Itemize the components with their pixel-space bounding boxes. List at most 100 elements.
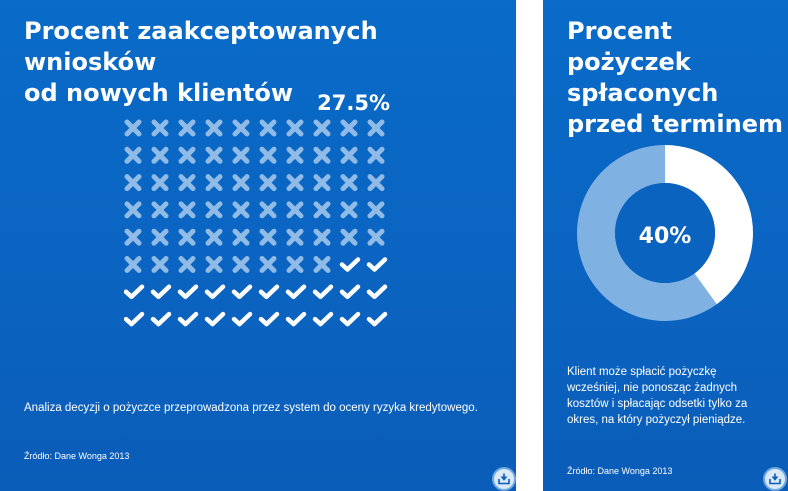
cross-icon xyxy=(205,146,223,164)
cross-icon xyxy=(313,228,331,246)
donut-slice-other xyxy=(577,145,717,321)
percent-label: 27.5% xyxy=(317,91,390,115)
cross-icon xyxy=(178,201,196,219)
check-icon xyxy=(339,311,361,327)
cross-icon xyxy=(340,228,358,246)
check-icon xyxy=(177,284,199,300)
cross-icon xyxy=(151,174,169,192)
check-icon xyxy=(339,257,361,272)
cross-icon xyxy=(232,256,250,273)
cross-icon xyxy=(205,228,223,246)
check-icon xyxy=(312,284,334,300)
check-icon xyxy=(177,311,199,327)
cross-icon xyxy=(124,201,142,219)
panel-title: Procent pożyczek spłaconych przed termin… xyxy=(567,16,787,140)
accepted-applications-panel: Procent zaakceptowanych wniosków od nowy… xyxy=(0,0,516,491)
cross-icon xyxy=(340,146,358,164)
cross-icon xyxy=(178,228,196,246)
cross-icon xyxy=(151,228,169,246)
cross-icon xyxy=(367,146,385,164)
cross-icon xyxy=(367,228,385,246)
cross-icon xyxy=(259,146,277,164)
cross-icon xyxy=(178,174,196,192)
cross-icon xyxy=(124,119,142,137)
cross-icon xyxy=(232,228,250,246)
cross-icon xyxy=(151,146,169,164)
donut-chart: 40% xyxy=(577,145,753,321)
cross-icon xyxy=(232,146,250,164)
check-icon xyxy=(124,311,145,327)
source-note: Źródło: Dane Wonga 2013 xyxy=(567,466,673,476)
cross-icon xyxy=(178,146,196,164)
cross-icon xyxy=(232,174,250,192)
cross-icon xyxy=(340,174,358,192)
cross-icon xyxy=(124,174,142,192)
chart-caption: Analiza decyzji o pożyczce przeprowadzon… xyxy=(24,402,478,414)
title-line: Procent zaakceptowanych wniosków xyxy=(24,17,378,76)
check-icon xyxy=(150,284,172,300)
check-icon xyxy=(312,311,334,327)
cross-icon xyxy=(205,256,223,273)
chart-caption: Klient może spłacić pożyczkę wcześniej, … xyxy=(567,366,748,426)
donut-slice-early-repaid xyxy=(665,145,753,305)
cross-icon xyxy=(313,146,331,164)
cross-icon xyxy=(313,119,331,137)
check-icon xyxy=(366,257,388,272)
cross-icon xyxy=(367,174,385,192)
cross-icon xyxy=(313,201,331,219)
check-icon xyxy=(258,311,280,327)
cross-icon xyxy=(205,174,223,192)
check-icon xyxy=(285,284,307,300)
donut-center-label: 40% xyxy=(639,224,692,249)
check-icon xyxy=(231,311,253,327)
donut-hole xyxy=(615,183,715,283)
cross-icon xyxy=(259,228,277,246)
cross-icon xyxy=(340,201,358,219)
check-icon xyxy=(204,284,226,300)
cross-icon xyxy=(124,256,142,273)
download-button[interactable] xyxy=(492,467,516,491)
cross-icon xyxy=(286,119,304,137)
pictogram-grid xyxy=(124,119,388,327)
cross-icon xyxy=(286,146,304,164)
source-note: Źródło: Dane Wonga 2013 xyxy=(24,451,130,461)
title-line: spłaconych xyxy=(567,79,719,107)
cross-icon xyxy=(205,119,223,137)
cross-icon xyxy=(313,174,331,192)
check-icon xyxy=(258,284,280,300)
cross-icon xyxy=(259,201,277,219)
title-line: pożyczek xyxy=(567,48,691,76)
early-repayment-panel: Procent pożyczek spłaconych przed termin… xyxy=(543,0,788,491)
check-icon xyxy=(204,311,226,327)
cross-icon xyxy=(124,228,142,246)
download-tray-icon xyxy=(769,473,781,485)
cross-icon xyxy=(367,119,385,137)
cross-icon xyxy=(286,174,304,192)
cross-icon xyxy=(178,256,196,273)
title-line: od nowych klientów xyxy=(24,79,293,107)
panel-title: Procent zaakceptowanych wniosków od nowy… xyxy=(24,16,494,109)
cross-icon xyxy=(259,174,277,192)
cross-icon xyxy=(259,256,277,273)
cross-icon xyxy=(286,201,304,219)
cross-icon xyxy=(205,201,223,219)
download-tray-icon xyxy=(498,473,510,485)
title-line: Procent xyxy=(567,17,672,45)
cross-icon xyxy=(151,119,169,137)
download-button[interactable] xyxy=(763,467,787,491)
check-icon xyxy=(285,311,307,327)
check-icon xyxy=(366,284,388,300)
title-line: przed terminem xyxy=(567,110,783,138)
check-icon xyxy=(150,311,172,327)
check-icon xyxy=(124,284,145,300)
check-icon xyxy=(339,284,361,300)
cross-icon xyxy=(286,256,304,273)
cross-icon xyxy=(340,119,358,137)
cross-icon xyxy=(151,201,169,219)
cross-icon xyxy=(232,119,250,137)
check-icon xyxy=(366,311,388,327)
cross-icon xyxy=(286,228,304,246)
cross-icon xyxy=(232,201,250,219)
cross-icon xyxy=(259,119,277,137)
cross-icon xyxy=(178,119,196,137)
